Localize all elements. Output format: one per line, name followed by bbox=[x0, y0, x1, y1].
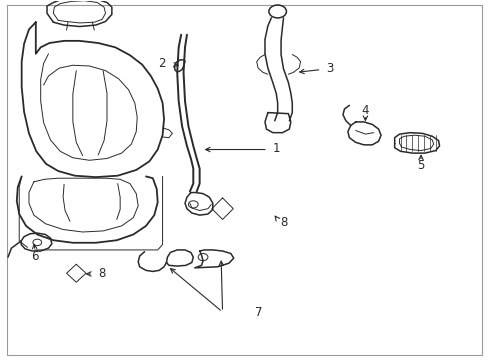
Text: 6: 6 bbox=[31, 249, 39, 262]
Text: 7: 7 bbox=[255, 306, 263, 319]
Text: 3: 3 bbox=[325, 62, 333, 75]
Text: 2: 2 bbox=[158, 57, 165, 70]
Text: 1: 1 bbox=[272, 142, 279, 155]
Text: 8: 8 bbox=[98, 267, 105, 280]
Text: 5: 5 bbox=[416, 159, 424, 172]
Text: 8: 8 bbox=[279, 216, 286, 229]
Text: 4: 4 bbox=[361, 104, 368, 117]
